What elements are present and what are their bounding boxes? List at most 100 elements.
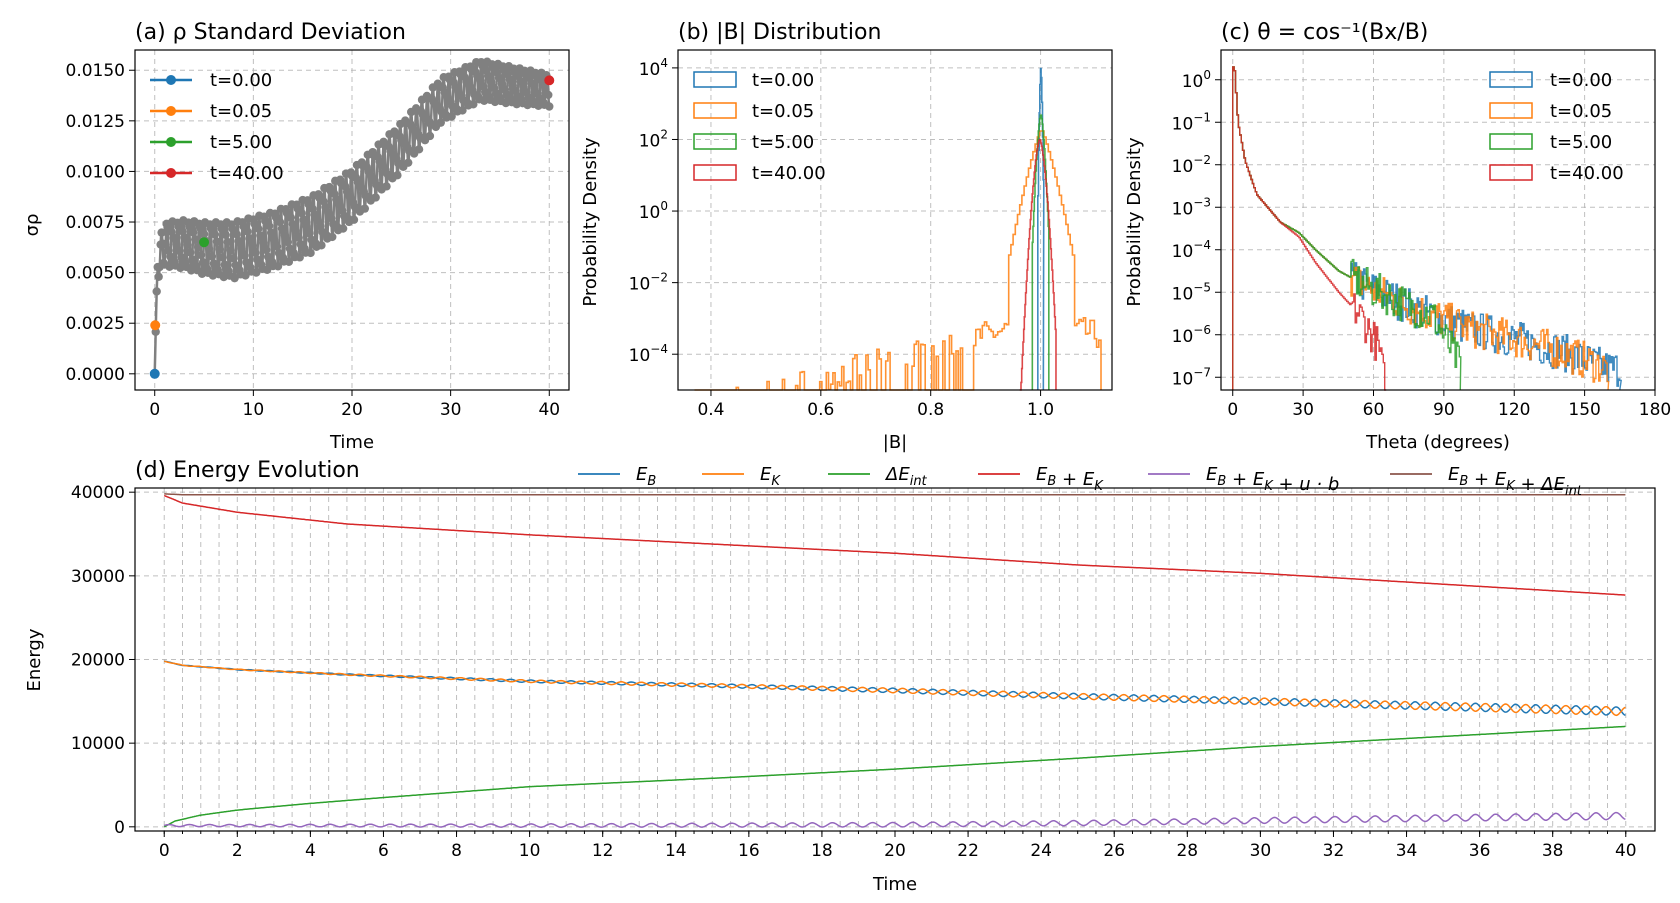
d-xtick-label: 8 [451,841,462,861]
a-sigma-point [338,224,348,233]
a-ytick-label: 0.0150 [66,61,125,81]
b-legend-label: t=5.00 [752,132,814,153]
panel-c-legend: t=0.00 t=0.05 t=5.00 t=40.00 [1489,70,1624,184]
d-xtick-label: 28 [1176,841,1198,861]
c-legend-label: t=0.00 [1550,70,1612,91]
b-legend-swatch [693,133,737,150]
b-legend-swatch [693,164,737,181]
a-sigma-point [221,230,230,239]
d-legend-label: ΔEint [884,464,928,489]
panel-c-theta-distribution: 0 30 60 90 120 150 180 10−7 10−6 10−5 10−4 10−3 10−2… [1124,20,1671,453]
a-sigma-point [188,228,198,237]
a-sigma-point [152,287,161,296]
a-sigma-point [299,215,308,224]
panel-d-ylabel: Energy [24,628,45,691]
d-xtick-label: 6 [378,841,389,861]
a-sigma-point [458,106,467,115]
a-sigma-point [172,240,181,249]
a-sigma-point [280,231,290,240]
c-ytick-label: 10−1 [1172,110,1211,134]
a-sigma-point [183,240,192,250]
a-sigma-point [180,233,189,242]
a-sigma-point [469,100,478,109]
d-ytick-label: 40000 [71,483,125,503]
d-xtick-label: 34 [1396,841,1418,861]
d-legend-label: EK [760,464,781,489]
c-xtick-label: 60 [1363,400,1385,420]
b-xtick-label: 0.8 [917,400,944,420]
d-legend-label: EB [636,464,656,489]
a-xtick-label: 40 [538,400,560,420]
a-sigma-point [196,250,206,260]
a-sigma-point [414,145,424,154]
d-xtick-label: 20 [884,841,906,861]
a-sigma-point [154,272,163,281]
a-sigma-point [215,245,225,254]
a-legend-marker [166,168,176,178]
d-xtick-label: 40 [1615,841,1637,861]
a-sigma-point [360,204,370,213]
panel-c-ticks: 0 30 60 90 120 150 180 10−7 10−6 10−5 10−4 10−3 10−2… [1172,68,1672,420]
a-ytick-label: 0.0050 [66,264,125,284]
panel-b-ylabel: Probability Density [580,137,601,307]
a-sigma-point [286,213,296,222]
a-xtick-label: 30 [440,400,462,420]
a-sigma-point [248,241,257,250]
a-legend-label: t=40.00 [210,163,284,184]
a-sigma-point [283,237,293,247]
b-ytick-label: 104 [639,56,668,80]
c-legend-swatch [1489,133,1533,150]
a-sigma-point [229,254,238,263]
panel-b-xlabel: |B| [883,432,907,453]
d-legend-label: EB + EK + ΔEint [1448,464,1583,499]
a-sigma-point [349,215,359,224]
d-xtick-label: 0 [159,841,170,861]
panel-b-ticks: 0.4 0.6 0.8 1.0 10−4 10−2 100 102 104 [629,56,1054,420]
a-sigma-point [223,237,232,247]
a-sigma-point [317,241,326,250]
a-sigma-point [436,118,445,127]
a-sigma-point [237,244,246,253]
c-ytick-label: 10−3 [1172,195,1211,219]
c-hist-series [1231,66,1387,391]
panel-d-xlabel: Time [872,874,917,895]
a-sigma-point [251,248,260,257]
panel-a-plot [149,57,555,379]
d-xtick-label: 38 [1542,841,1564,861]
panel-d-ticks: 0 2 4 6 8 10 12 14 16 18 20 22 24 26 28 30 32 34 36 38 40010… [71,483,1637,861]
panel-b-B-distribution: 0.4 0.6 0.8 1.0 10−4 10−2 100 102 104 (b) |B| Di… [580,20,1113,453]
panel-c-frame [1220,49,1656,391]
a-sigma-point [185,222,194,231]
a-sigma-point [243,227,252,236]
c-legend-swatch [1489,71,1533,88]
a-legend-marker [166,106,176,116]
a-xtick-label: 10 [243,400,265,420]
panel-a-title: (a) ρ Standard Deviation [135,20,406,45]
a-sigma-point [210,230,220,239]
b-ytick-label: 102 [639,127,668,151]
panel-d-title: (d) Energy Evolution [135,458,360,483]
a-sigma-point [232,230,241,239]
c-xtick-label: 150 [1568,400,1600,420]
c-legend-label: t=40.00 [1550,163,1624,184]
panel-d-energy-evolution: 0 2 4 6 8 10 12 14 16 18 20 22 24 26 28 30 32 34 36 38 40010… [24,458,1656,895]
a-xtick-label: 20 [341,400,363,420]
a-marker-point [544,75,555,86]
a-marker-point [199,237,210,248]
c-ytick-label: 10−6 [1172,323,1211,347]
d-energy-line [164,493,1626,496]
c-xtick-label: 0 [1227,400,1238,420]
d-energy-line [163,494,1626,596]
a-sigma-point [305,229,314,238]
a-marker-point [150,320,161,331]
a-sigma-point [198,258,208,267]
a-xtick-label: 0 [149,400,160,420]
d-xtick-label: 18 [811,841,833,861]
a-sigma-point [254,224,263,233]
a-sigma-point [245,234,254,243]
a-sigma-point [544,90,553,100]
d-xtick-label: 32 [1323,841,1345,861]
a-sigma-point [206,224,216,233]
a-sigma-point [273,262,283,271]
